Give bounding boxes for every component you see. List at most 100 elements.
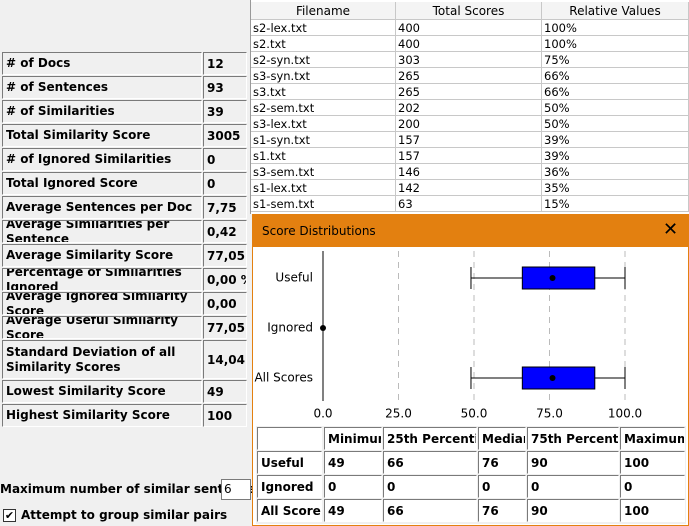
stat-value: 0,00 (203, 292, 247, 315)
file-cell: 100% (542, 20, 689, 36)
stat-value: 77,05 (203, 244, 247, 267)
file-cell: 157 (396, 148, 542, 164)
stat-value: 93 (203, 76, 247, 99)
stat-header: Median (478, 427, 526, 450)
x-tick-label: 75.0 (536, 407, 563, 421)
file-cell: 39% (542, 148, 689, 164)
stat-value: 49 (324, 499, 382, 522)
stat-value: 0 (478, 475, 526, 498)
file-cell: s2-sem.txt (251, 100, 396, 116)
checkbox[interactable]: ✔ (3, 509, 16, 522)
max-label: Maximum number of similar sentences (0, 482, 263, 496)
stat-value: 66 (383, 451, 477, 474)
file-cell: 265 (396, 68, 542, 84)
x-tick-label: 25.0 (385, 407, 412, 421)
file-cell: 100% (542, 36, 689, 52)
file-cell: 202 (396, 100, 542, 116)
file-cell: 303 (396, 52, 542, 68)
stat-value: 14,04 (203, 340, 247, 379)
corner-cell (257, 427, 322, 450)
stat-header: Minimum (324, 427, 382, 450)
row-label: Ignored (257, 475, 322, 498)
close-button[interactable]: ✕ (663, 219, 679, 240)
stat-label: Percentage of Similarities Ignored (2, 268, 202, 291)
y-category-label: Useful (275, 271, 313, 285)
file-cell: s2.txt (251, 36, 396, 52)
group-label: Attempt to group similar pairs (21, 508, 228, 522)
row-label: All Scores (257, 499, 322, 522)
stat-value: 100 (203, 404, 247, 427)
stat-label: Average Sentences per Doc (2, 196, 202, 219)
stat-value: 90 (527, 499, 619, 522)
median-dot (549, 375, 556, 381)
stat-label: Average Ignored Similarity Score (2, 292, 202, 315)
file-cell: s1-syn.txt (251, 132, 396, 148)
stat-value: 76 (478, 499, 526, 522)
stat-value: 0 (203, 148, 247, 171)
stat-label: # of Sentences (2, 76, 202, 99)
file-cell: s3-syn.txt (251, 68, 396, 84)
file-cell: 400 (396, 20, 542, 36)
stat-value: 39 (203, 100, 247, 123)
file-cell: 50% (542, 100, 689, 116)
median-dot (549, 275, 556, 281)
stat-label: Average Useful Similarity Score (2, 316, 202, 339)
row-label: Useful (257, 451, 322, 474)
file-cell: 35% (542, 180, 689, 196)
file-cell: 75% (542, 52, 689, 68)
file-cell: 265 (396, 84, 542, 100)
stats-table: # of Docs 12 # of Sentences 93 # of Similari… (0, 50, 250, 430)
file-cell: 39% (542, 132, 689, 148)
file-cell: 63 (396, 196, 542, 212)
stat-header: Maximum (620, 427, 685, 450)
file-cell: 15% (542, 196, 689, 212)
stat-value: 76 (478, 451, 526, 474)
stat-value: 100 (620, 451, 685, 474)
stat-header: 25th Percentile (383, 427, 477, 450)
file-cell: s1.txt (251, 148, 396, 164)
file-cell: 142 (396, 180, 542, 196)
max-input[interactable]: 6 (221, 479, 251, 500)
y-category-label: All Scores (254, 371, 313, 385)
column-header: Filename (251, 2, 396, 20)
stat-table: Minimum25th PercentileMedian75th Percent… (256, 426, 686, 524)
file-cell: s1-lex.txt (251, 180, 396, 196)
file-cell: 36% (542, 164, 689, 180)
stat-value: 66 (383, 499, 477, 522)
file-cell: s1-sem.txt (251, 196, 396, 212)
x-tick-label: 0.0 (313, 407, 332, 421)
stat-label: Highest Similarity Score (2, 404, 202, 427)
file-cell: s3.txt (251, 84, 396, 100)
file-cell: 200 (396, 116, 542, 132)
stat-value: 0 (324, 475, 382, 498)
file-cell: 400 (396, 36, 542, 52)
title-bar: Score Distributions ✕ (253, 215, 688, 247)
stat-value: 12 (203, 52, 247, 75)
file-cell: 66% (542, 84, 689, 100)
stat-label: # of Ignored Similarities (2, 148, 202, 171)
stat-value: 3005 (203, 124, 247, 147)
column-header: Total Scores (396, 2, 542, 20)
file-cell: s3-lex.txt (251, 116, 396, 132)
stat-label: Average Similarities per Sentence (2, 220, 202, 243)
box (521, 366, 596, 390)
file-cell: s2-lex.txt (251, 20, 396, 36)
stat-value: 90 (527, 451, 619, 474)
stat-label: Total Similarity Score (2, 124, 202, 147)
stat-value: 49 (324, 451, 382, 474)
box (521, 266, 596, 290)
x-tick-label: 100.0 (608, 407, 642, 421)
stat-value: 0 (203, 172, 247, 195)
stat-value: 77,05 (203, 316, 247, 339)
median-dot (320, 325, 326, 331)
stat-value: 49 (203, 380, 247, 403)
stat-value: 0 (383, 475, 477, 498)
file-cell: 157 (396, 132, 542, 148)
stat-label: Total Ignored Score (2, 172, 202, 195)
stat-header: 75th Percentile (527, 427, 619, 450)
file-cell: s2-syn.txt (251, 52, 396, 68)
dialog: Score Distributions ✕ 0.0 25.0 50.0 75.0 100… (252, 214, 689, 526)
file-cell: 66% (542, 68, 689, 84)
x-tick-label: 50.0 (461, 407, 488, 421)
